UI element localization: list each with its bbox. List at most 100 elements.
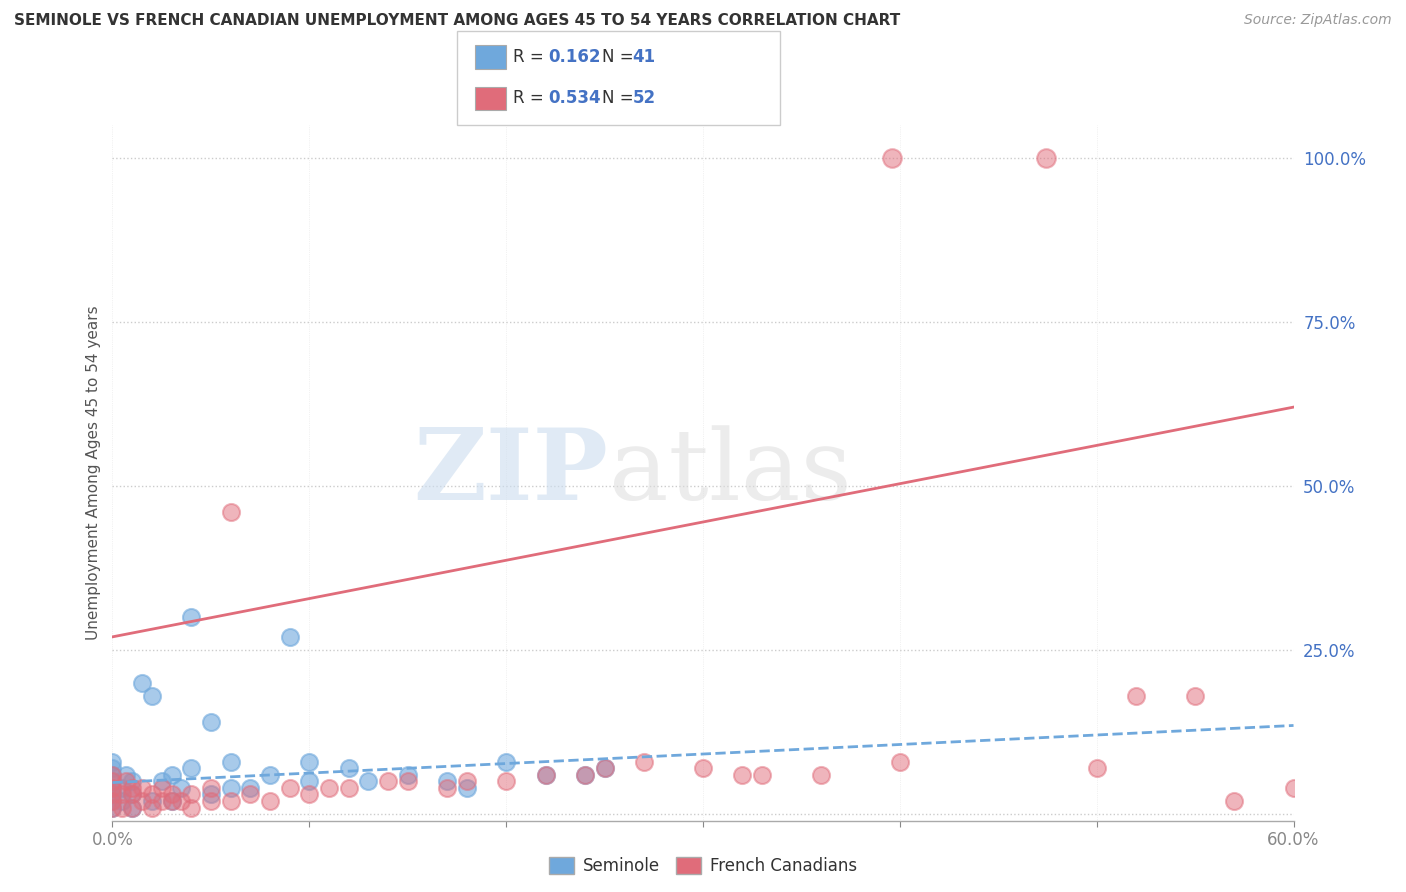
Point — [298, 788, 321, 802]
Point — [219, 780, 242, 795]
Point — [111, 788, 134, 802]
Point — [318, 780, 340, 795]
Point — [495, 755, 517, 769]
Point — [436, 780, 458, 795]
Point — [101, 800, 124, 814]
Point — [141, 794, 163, 808]
Point — [150, 774, 173, 789]
Point — [337, 761, 360, 775]
Point — [141, 788, 163, 802]
Point — [115, 767, 138, 781]
Point — [278, 780, 301, 795]
Text: 0.534: 0.534 — [548, 89, 600, 107]
Point — [101, 780, 124, 795]
Point — [200, 788, 222, 802]
Point — [115, 774, 138, 789]
Point — [180, 761, 202, 775]
Point — [121, 800, 143, 814]
Point — [121, 780, 143, 795]
Point — [731, 767, 754, 781]
Point — [456, 780, 478, 795]
Point — [633, 755, 655, 769]
Point — [150, 794, 173, 808]
Point — [396, 774, 419, 789]
Point — [121, 788, 143, 802]
Y-axis label: Unemployment Among Ages 45 to 54 years: Unemployment Among Ages 45 to 54 years — [86, 305, 101, 640]
Point — [141, 800, 163, 814]
Point — [593, 761, 616, 775]
Point — [160, 794, 183, 808]
Point — [101, 780, 124, 795]
Point — [534, 767, 557, 781]
Point — [436, 774, 458, 789]
Text: 52: 52 — [633, 89, 655, 107]
Text: atlas: atlas — [609, 425, 851, 521]
Point — [111, 794, 134, 808]
Point — [101, 767, 124, 781]
Point — [259, 794, 281, 808]
Point — [170, 780, 193, 795]
Point — [121, 774, 143, 789]
Point — [101, 767, 124, 781]
Point — [101, 794, 124, 808]
Point — [239, 780, 262, 795]
Point — [101, 774, 124, 789]
Point — [219, 794, 242, 808]
Point — [160, 767, 183, 781]
Point — [810, 767, 832, 781]
Point — [101, 755, 124, 769]
Point — [141, 689, 163, 703]
Point — [357, 774, 380, 789]
Point — [131, 794, 153, 808]
Point — [200, 715, 222, 730]
Point — [150, 780, 173, 795]
Text: 41: 41 — [633, 48, 655, 66]
Point — [1184, 689, 1206, 703]
Text: R =: R = — [513, 48, 550, 66]
Text: N =: N = — [602, 89, 638, 107]
Point — [111, 780, 134, 795]
Point — [160, 788, 183, 802]
Point — [170, 794, 193, 808]
Point — [259, 767, 281, 781]
Point — [880, 151, 903, 165]
Point — [111, 800, 134, 814]
Point — [101, 761, 124, 775]
Point — [101, 794, 124, 808]
Point — [1085, 761, 1108, 775]
Point — [131, 675, 153, 690]
Text: R =: R = — [513, 89, 550, 107]
Point — [200, 780, 222, 795]
Point — [180, 788, 202, 802]
Point — [101, 800, 124, 814]
Point — [337, 780, 360, 795]
Point — [1223, 794, 1246, 808]
Point — [1125, 689, 1147, 703]
Point — [456, 774, 478, 789]
Text: ZIP: ZIP — [413, 425, 609, 521]
Text: Source: ZipAtlas.com: Source: ZipAtlas.com — [1244, 13, 1392, 28]
Text: SEMINOLE VS FRENCH CANADIAN UNEMPLOYMENT AMONG AGES 45 TO 54 YEARS CORRELATION C: SEMINOLE VS FRENCH CANADIAN UNEMPLOYMENT… — [14, 13, 900, 29]
Text: 0.162: 0.162 — [548, 48, 600, 66]
Point — [298, 755, 321, 769]
Point — [574, 767, 596, 781]
Point — [219, 755, 242, 769]
Point — [131, 780, 153, 795]
Text: N =: N = — [602, 48, 638, 66]
Point — [180, 610, 202, 624]
Point — [593, 761, 616, 775]
Point — [692, 761, 714, 775]
Point — [889, 755, 911, 769]
Point — [121, 800, 143, 814]
Point — [219, 505, 242, 519]
Point — [298, 774, 321, 789]
Point — [574, 767, 596, 781]
Point — [101, 788, 124, 802]
Point — [101, 774, 124, 789]
Point — [278, 630, 301, 644]
Point — [396, 767, 419, 781]
Point — [1035, 151, 1057, 165]
Point — [1282, 780, 1305, 795]
Legend: Seminole, French Canadians: Seminole, French Canadians — [543, 850, 863, 882]
Point — [200, 794, 222, 808]
